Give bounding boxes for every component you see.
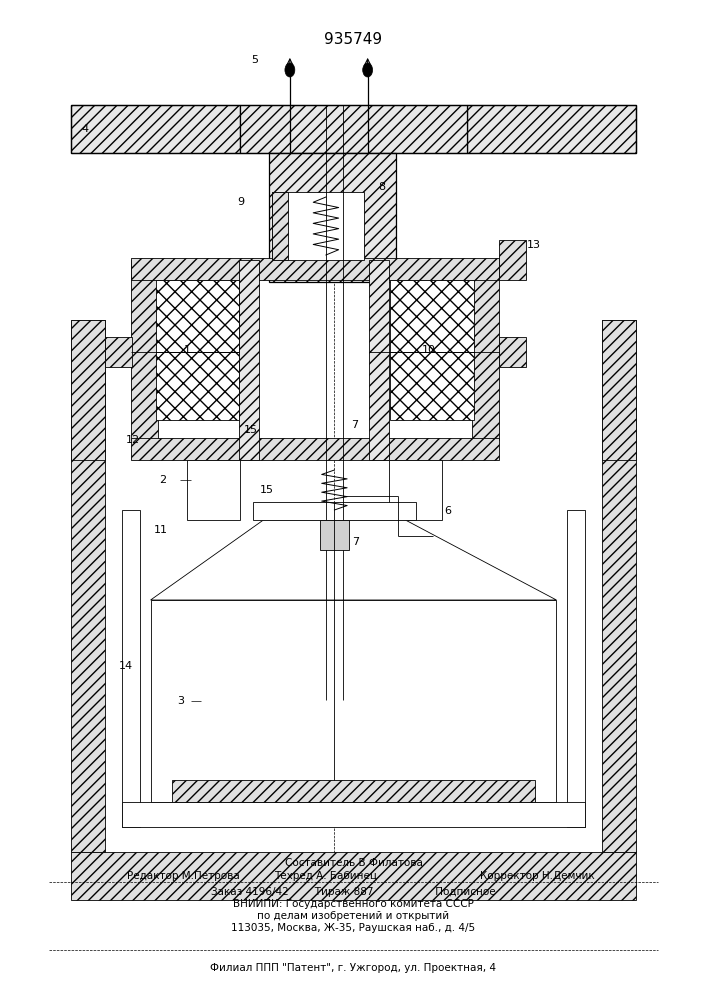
Text: 1: 1 [184, 345, 191, 355]
FancyBboxPatch shape [71, 852, 636, 900]
FancyBboxPatch shape [253, 502, 416, 520]
Polygon shape [151, 520, 556, 600]
FancyBboxPatch shape [71, 320, 105, 852]
Text: 5: 5 [251, 55, 258, 65]
Text: Заказ 4196/42        Тираж 887                   Подписное: Заказ 4196/42 Тираж 887 Подписное [211, 887, 496, 897]
FancyBboxPatch shape [156, 352, 239, 420]
FancyBboxPatch shape [269, 153, 396, 282]
FancyBboxPatch shape [105, 337, 132, 367]
FancyBboxPatch shape [369, 260, 389, 460]
FancyBboxPatch shape [272, 192, 288, 260]
Text: 4: 4 [81, 124, 88, 134]
Text: 6: 6 [444, 506, 451, 516]
Text: 7: 7 [351, 420, 358, 430]
FancyBboxPatch shape [131, 438, 499, 460]
FancyBboxPatch shape [122, 510, 140, 827]
FancyBboxPatch shape [602, 320, 636, 460]
Text: 8: 8 [378, 182, 385, 192]
FancyBboxPatch shape [499, 240, 526, 280]
FancyBboxPatch shape [467, 105, 636, 153]
FancyBboxPatch shape [390, 280, 474, 352]
Text: Составитель В.Филатова: Составитель В.Филатова [284, 858, 423, 868]
Text: 9: 9 [237, 197, 244, 207]
FancyBboxPatch shape [240, 105, 467, 153]
Text: 12: 12 [126, 435, 140, 445]
Text: Техред А. Бабинец: Техред А. Бабинец [274, 871, 377, 881]
FancyBboxPatch shape [131, 258, 499, 280]
Text: 935749: 935749 [325, 32, 382, 47]
FancyBboxPatch shape [122, 802, 585, 827]
Text: Редактор М.Петрова: Редактор М.Петрова [127, 871, 240, 881]
Circle shape [285, 63, 295, 77]
Text: 15: 15 [244, 425, 258, 435]
FancyBboxPatch shape [389, 460, 442, 520]
FancyBboxPatch shape [239, 260, 259, 460]
Text: 14: 14 [119, 661, 133, 671]
FancyBboxPatch shape [187, 460, 240, 520]
FancyBboxPatch shape [172, 780, 535, 802]
Text: 3: 3 [177, 696, 184, 706]
FancyBboxPatch shape [499, 337, 526, 367]
Text: 10: 10 [422, 345, 436, 355]
Text: Корректор Н.Демчик: Корректор Н.Демчик [480, 871, 595, 881]
Text: 113035, Москва, Ж-35, Раушская наб., д. 4/5: 113035, Москва, Ж-35, Раушская наб., д. … [231, 923, 476, 933]
FancyBboxPatch shape [71, 105, 240, 153]
FancyBboxPatch shape [71, 320, 105, 460]
Text: 15: 15 [260, 485, 274, 495]
FancyBboxPatch shape [390, 352, 474, 420]
FancyBboxPatch shape [151, 600, 556, 802]
FancyBboxPatch shape [602, 320, 636, 852]
FancyBboxPatch shape [567, 510, 585, 827]
FancyBboxPatch shape [156, 280, 239, 352]
Text: Филиал ППП "Патент", г. Ужгород, ул. Проектная, 4: Филиал ППП "Патент", г. Ужгород, ул. Про… [211, 963, 496, 973]
FancyBboxPatch shape [320, 520, 349, 550]
Text: ВНИИПИ: Государственного комитета СССР: ВНИИПИ: Государственного комитета СССР [233, 899, 474, 909]
FancyBboxPatch shape [472, 260, 499, 440]
Text: 7: 7 [352, 537, 359, 547]
FancyBboxPatch shape [131, 260, 158, 440]
Circle shape [363, 63, 373, 77]
Text: по делам изобретений и открытий: по делам изобретений и открытий [257, 911, 450, 921]
Text: 13: 13 [527, 240, 541, 250]
FancyBboxPatch shape [272, 192, 364, 260]
Text: 2: 2 [159, 475, 166, 485]
Text: 11: 11 [154, 525, 168, 535]
